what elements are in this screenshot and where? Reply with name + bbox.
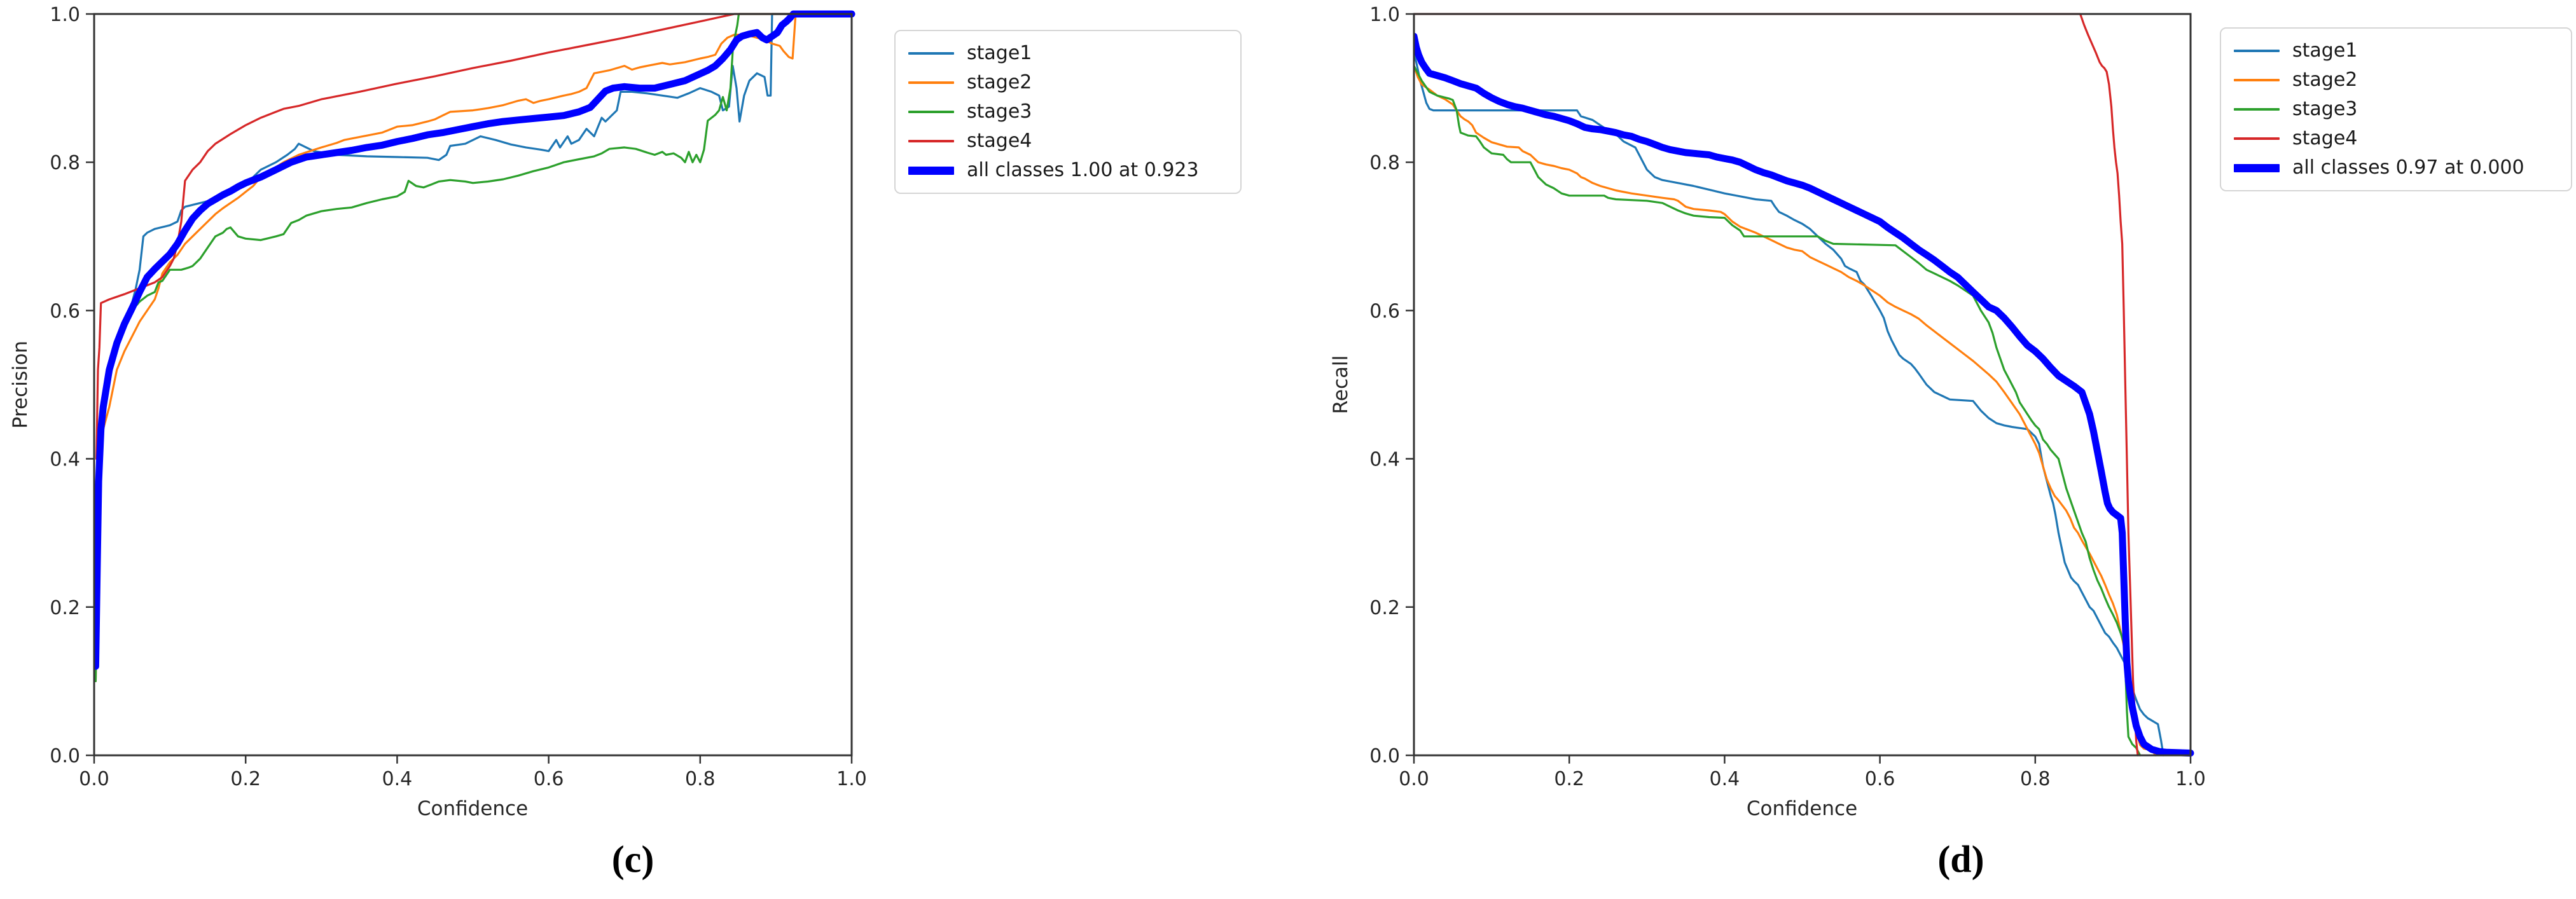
- legend-item-stage4: stage4: [2234, 124, 2559, 153]
- series-line-stage1: [94, 13, 853, 661]
- plot-spines: [1413, 13, 2192, 757]
- x-tick-label: 0.2: [230, 768, 261, 790]
- plot-spines: [93, 13, 853, 757]
- y-tick-label: 0.6: [50, 300, 80, 322]
- subfigure-caption-c: (c): [611, 838, 654, 881]
- x-tick-label: 0.0: [1399, 768, 1429, 790]
- y-tick-label: 0.8: [50, 152, 80, 174]
- legend-item-stage1: stage1: [2234, 36, 2559, 65]
- legend-label: stage4: [2292, 127, 2358, 149]
- legend-line-sample: [908, 140, 954, 142]
- legend-line-sample: [2234, 108, 2280, 111]
- legend-line-sample: [908, 111, 954, 113]
- legend-line-sample: [908, 81, 954, 84]
- legend-item-stage2: stage2: [908, 68, 1229, 97]
- x-tick-label: 1.0: [2175, 768, 2206, 790]
- legend-item-all: all classes 1.00 at 0.923: [908, 156, 1229, 185]
- legend-label: stage3: [967, 100, 1032, 123]
- legend-label: stage3: [2292, 98, 2358, 120]
- y-tick-label: 0.0: [1369, 745, 1400, 767]
- legend-line-sample: [908, 52, 954, 55]
- legend-label: stage1: [967, 42, 1032, 64]
- y-tick-label: 1.0: [50, 4, 80, 26]
- legend-line-sample: [908, 166, 954, 175]
- y-tick-label: 1.0: [1369, 4, 1400, 26]
- y-axis-label-precision: Precision: [9, 340, 32, 429]
- series-line-stage1: [1413, 50, 2164, 757]
- legend-label: stage1: [2292, 39, 2358, 62]
- y-tick-label: 0.8: [1369, 152, 1400, 174]
- series-line-all: [1413, 32, 2194, 757]
- legend-item-stage3: stage3: [908, 97, 1229, 127]
- x-tick-label: 0.6: [534, 768, 564, 790]
- series-group: [1413, 13, 2194, 757]
- precision-confidence-plot: 0.0 0.2 0.4 0.6 0.8 1.0 0.0 0.2 0.4 0.6 0.8 1.0: [50, 4, 867, 790]
- x-tick-label: 0.4: [382, 768, 413, 790]
- subfigure-caption-d: (d): [1937, 838, 1984, 881]
- series-line-stage3: [1413, 64, 2142, 757]
- series-line-stage4: [1413, 13, 2139, 757]
- x-tick-label: 0.8: [685, 768, 716, 790]
- y-tick-label: 0.6: [1369, 300, 1400, 322]
- recall-confidence-plot: 0.0 0.2 0.4 0.6 0.8 1.0 0.0 0.2 0.4 0.6 0.8 1.0: [1369, 4, 2206, 790]
- x-tick-label: 0.6: [1865, 768, 1895, 790]
- y-tick-label: 0.4: [1369, 449, 1400, 471]
- x-tick-label: 1.0: [836, 768, 867, 790]
- legend-item-stage1: stage1: [908, 39, 1229, 68]
- series-line-stage3: [94, 13, 853, 683]
- legend-label: all classes 1.00 at 0.923: [967, 159, 1199, 181]
- series-line-all: [93, 10, 855, 670]
- x-axis-label-confidence-right: Confidence: [1746, 797, 1858, 820]
- legend-label: stage4: [967, 130, 1032, 152]
- y-tick-label: 0.2: [1369, 597, 1400, 619]
- y-tick-label: 0.4: [50, 449, 80, 471]
- legend-item-all: all classes 0.97 at 0.000: [2234, 153, 2559, 182]
- x-axis-label-confidence-left: Confidence: [417, 797, 529, 820]
- legend-item-stage3: stage3: [2234, 95, 2559, 124]
- x-tick-label: 0.8: [2020, 768, 2051, 790]
- legend-label: stage2: [967, 71, 1032, 93]
- legend-label: all classes 0.97 at 0.000: [2292, 156, 2524, 179]
- legend-recall-chart: stage1 stage2 stage3 stage4 all classes 0.97…: [2220, 27, 2572, 191]
- legend-line-sample: [2234, 163, 2280, 172]
- x-tick-label: 0.2: [1554, 768, 1584, 790]
- y-tick-label: 0.2: [50, 597, 80, 619]
- legend-line-sample: [2234, 50, 2280, 52]
- x-tick-label: 0.4: [1710, 768, 1740, 790]
- y-tick-label: 0.0: [50, 745, 80, 767]
- series-line-stage2: [1413, 64, 2157, 757]
- legend-item-stage2: stage2: [2234, 65, 2559, 95]
- legend-line-sample: [2234, 79, 2280, 81]
- series-group: [93, 10, 855, 683]
- y-axis-label-recall: Recall: [1329, 355, 1352, 415]
- legend-item-stage4: stage4: [908, 127, 1229, 156]
- legend-precision-chart: stage1 stage2 stage3 stage4 all classes 1.00…: [894, 30, 1242, 194]
- legend-line-sample: [2234, 137, 2280, 140]
- series-line-stage4: [95, 13, 853, 460]
- x-tick-label: 0.0: [79, 768, 109, 790]
- legend-label: stage2: [2292, 69, 2358, 91]
